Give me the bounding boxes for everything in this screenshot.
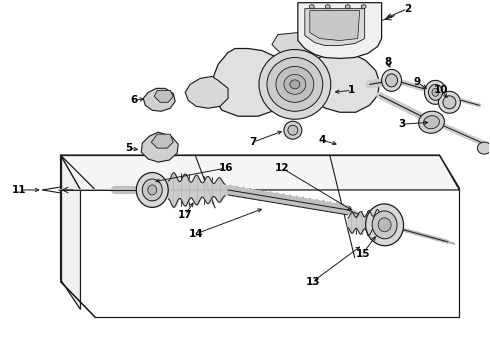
Ellipse shape	[290, 80, 300, 89]
Ellipse shape	[345, 5, 350, 9]
Polygon shape	[143, 88, 175, 111]
Polygon shape	[305, 9, 365, 45]
Ellipse shape	[423, 116, 440, 129]
Ellipse shape	[325, 5, 330, 9]
Ellipse shape	[259, 50, 331, 119]
Text: 16: 16	[219, 163, 233, 173]
Ellipse shape	[428, 84, 442, 100]
Polygon shape	[298, 3, 382, 58]
Ellipse shape	[142, 179, 162, 201]
Text: 4: 4	[318, 135, 325, 145]
Text: 8: 8	[384, 58, 391, 67]
Polygon shape	[61, 155, 460, 190]
Text: 7: 7	[249, 137, 257, 147]
Ellipse shape	[372, 211, 397, 239]
Text: 5: 5	[125, 143, 132, 153]
Text: 3: 3	[398, 119, 405, 129]
Text: 11: 11	[11, 185, 26, 195]
Polygon shape	[154, 90, 173, 102]
Polygon shape	[185, 76, 228, 108]
Ellipse shape	[267, 58, 323, 111]
Ellipse shape	[366, 204, 404, 246]
Text: 9: 9	[414, 77, 421, 87]
Text: 6: 6	[131, 95, 138, 105]
Ellipse shape	[276, 67, 314, 102]
Text: 13: 13	[306, 276, 320, 287]
Text: 17: 17	[178, 210, 193, 220]
Ellipse shape	[386, 74, 397, 87]
Text: 15: 15	[355, 249, 370, 259]
Ellipse shape	[284, 75, 306, 94]
Ellipse shape	[284, 121, 302, 139]
Polygon shape	[310, 11, 360, 41]
Ellipse shape	[418, 111, 444, 133]
Ellipse shape	[443, 96, 456, 109]
Text: 12: 12	[275, 163, 289, 173]
Polygon shape	[151, 134, 173, 148]
Polygon shape	[61, 155, 80, 310]
Ellipse shape	[477, 142, 490, 154]
Polygon shape	[212, 49, 380, 116]
Ellipse shape	[361, 5, 366, 9]
Text: 1: 1	[348, 85, 355, 95]
Ellipse shape	[136, 172, 168, 207]
Ellipse shape	[378, 218, 391, 232]
Polygon shape	[272, 32, 322, 53]
Text: 14: 14	[189, 229, 203, 239]
Ellipse shape	[439, 91, 461, 113]
Ellipse shape	[288, 125, 298, 135]
Ellipse shape	[432, 88, 439, 96]
Text: 2: 2	[404, 4, 411, 14]
Ellipse shape	[148, 185, 157, 195]
Ellipse shape	[424, 80, 446, 104]
Ellipse shape	[309, 5, 314, 9]
Ellipse shape	[382, 69, 401, 91]
Text: 10: 10	[434, 85, 449, 95]
Polygon shape	[141, 132, 178, 162]
